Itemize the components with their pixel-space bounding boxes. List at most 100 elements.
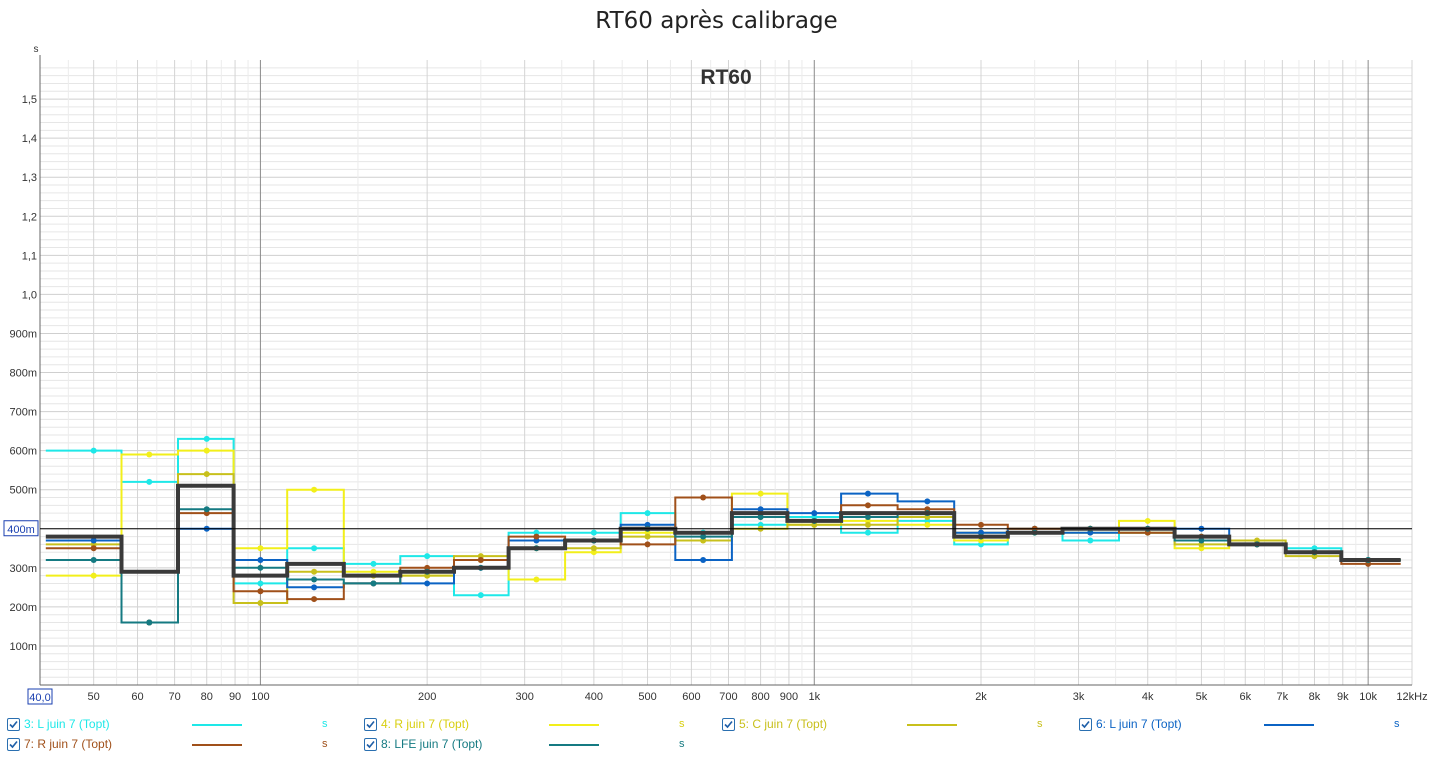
y-tick-label: 200m [9,602,37,614]
series-point-4 [811,510,818,517]
x-tick-label: 400 [585,691,603,703]
series-point-5 [700,494,707,501]
legend-item[interactable]: 3: L juin 7 (Topt) [7,714,110,734]
legend-label: 6: L juin 7 (Topt) [1096,717,1182,731]
series-point-1 [146,478,153,485]
legend-swatch [192,724,242,726]
series-point-5 [864,502,871,509]
legend-label: 4: R juin 7 (Topt) [381,717,470,731]
legend-checkbox[interactable] [364,737,377,751]
x-tick-label: 90 [229,691,241,703]
legend-unit: s [1037,718,1043,730]
x-tick-label: 300 [515,691,533,703]
x-tick-label: 70 [168,691,180,703]
overlay-layer: 400m RT60 [3,66,1412,537]
series-point-2 [924,521,931,528]
x-tick-label: 600 [682,691,700,703]
series-point-1 [644,510,651,517]
series-point-6 [257,564,264,571]
legend-swatch [192,744,242,746]
series-point-4 [90,537,97,544]
x-tick-label: 9k [1337,691,1349,703]
y-tick-label: 1,0 [22,289,37,301]
y-tick-label: 100m [9,641,37,653]
y-tick-label: 700m [9,407,37,419]
y-tick-label: 300m [9,563,37,575]
overlay-label: RT60 [700,66,751,89]
legend-item[interactable]: 4: R juin 7 (Topt) [364,714,469,734]
x-tick-label: 5k [1196,691,1208,703]
y-tick-label: 1,5 [22,94,37,106]
legend-checkbox[interactable] [722,717,735,731]
series-layer [45,435,1401,626]
legend-checkbox[interactable] [1079,717,1092,731]
x-tick-label: 4k [1142,691,1154,703]
series-point-3 [257,599,264,606]
series-point-3 [864,521,871,528]
legend-label: 8: LFE juin 7 (Topt) [381,737,483,751]
series-point-6 [90,557,97,563]
x-tick-label: 200 [418,691,436,703]
series-point-6 [1198,537,1205,544]
x-tick-label: 1k [808,691,820,703]
reference-label: 400m [7,524,35,536]
legend-label: 3: L juin 7 (Topt) [24,717,110,731]
series-point-5 [978,521,985,528]
series-point-3 [590,545,597,552]
legend-checkbox[interactable] [364,717,377,731]
series-point-4 [700,557,707,563]
series-point-4 [311,584,318,591]
series-point-1 [90,447,97,454]
y-tick-label: 1,2 [22,211,37,223]
series-point-5 [311,596,318,603]
reference-label-box [3,520,39,537]
x-tick-label: 10k [1359,691,1377,703]
series-point-4 [424,580,431,587]
legend-checkbox[interactable] [7,717,20,731]
legend-item[interactable]: 7: R juin 7 (Topt) [7,734,112,754]
grid-layer [40,60,1413,685]
series-point-1 [370,560,377,567]
series-point-5 [257,588,264,595]
legend-item[interactable]: 8: LFE juin 7 (Topt) [364,734,482,754]
y-tick-label: 900m [9,328,37,340]
series-point-6 [370,580,377,587]
series-point-1 [203,435,210,442]
legend-unit: s [679,718,685,730]
series-point-3 [203,471,210,478]
chart-title: RT60 après calibrage [595,8,838,34]
series-point-2 [757,490,764,497]
series-point-2 [533,576,540,583]
legend-checkbox[interactable] [7,737,20,751]
series-point-5 [90,545,97,552]
x-tick-label: 40,0 [29,692,50,704]
series-point-4 [864,490,871,497]
series-point-1 [257,580,264,587]
series-point-5 [644,541,651,548]
legend-unit: s [679,738,685,750]
legend-item[interactable]: 6: L juin 7 (Topt) [1079,714,1182,734]
legend-label: 7: R juin 7 (Topt) [24,737,113,751]
x-tick-label: 6k [1239,691,1251,703]
series-point-4 [757,506,764,513]
series-point-1 [864,529,871,536]
legend-unit: s [322,738,328,750]
series-point-1 [1087,537,1094,544]
legend-unit: s [322,718,328,730]
series-point-2 [1144,517,1151,524]
series-line-6 [45,508,1401,624]
x-start-box [27,688,53,705]
series-point-1 [424,553,431,560]
legend-unit: s [1394,718,1400,730]
series-point-6 [864,514,871,521]
x-tick-label: 3k [1073,691,1085,703]
chart-plot[interactable]: 100m 200m 300m 500m 600m 700m 800m 900m 1,0 1,1 1,… [0,0,1433,712]
x-tick-label: 60 [131,691,143,703]
x-tick-label: 7k [1277,691,1289,703]
y-tick-label: 600m [9,446,37,458]
legend-swatch [907,724,957,726]
x-tick-label: 900 [780,691,798,703]
x-tick-label: 100 [251,691,269,703]
legend-item[interactable]: 5: C juin 7 (Topt) [722,714,827,734]
series-point-2 [146,451,153,458]
